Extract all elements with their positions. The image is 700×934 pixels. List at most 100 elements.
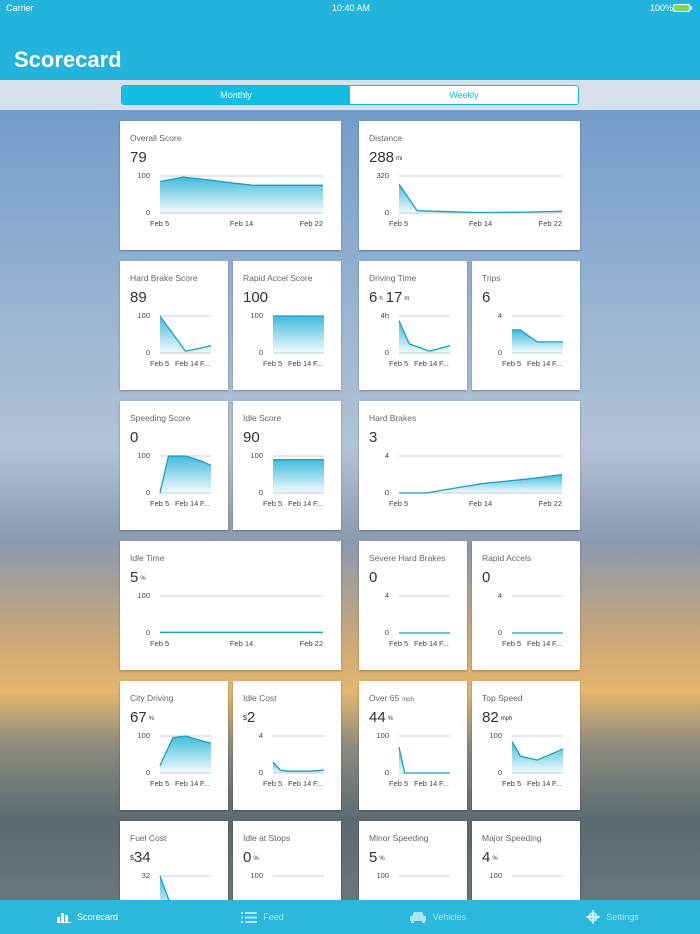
sparkline bbox=[512, 329, 563, 343]
card-value: 4% bbox=[482, 849, 498, 866]
sparkline bbox=[272, 761, 325, 772]
y-tick-label: 100 bbox=[376, 871, 389, 880]
card-title-text: Speeding Score bbox=[130, 413, 191, 423]
y-tick-label: 0 bbox=[385, 768, 389, 777]
card-value: 90 bbox=[243, 429, 260, 446]
sparkline-area bbox=[512, 329, 563, 353]
score-card: Hard Brake Score 89 0 100 Feb 5 Feb 14 F... bbox=[120, 261, 228, 390]
sparkline bbox=[398, 183, 563, 214]
tab-feed[interactable]: Feed bbox=[175, 900, 350, 934]
card-title: Fuel Cost bbox=[130, 833, 167, 843]
card-title: Overall Score bbox=[130, 133, 182, 143]
card-background bbox=[472, 541, 580, 670]
card-title-text: Hard Brakes bbox=[369, 413, 416, 423]
card-title: Idle Time bbox=[130, 553, 165, 563]
tab-label: Settings bbox=[606, 912, 639, 922]
y-tick-label: 100 bbox=[137, 171, 150, 180]
x-tick-label: F... bbox=[439, 639, 449, 648]
score-card: Idle Time 5 % 0 100 Feb 5 Feb 14 Feb 22 bbox=[120, 541, 341, 670]
card-value: 79 bbox=[130, 149, 147, 166]
card-background bbox=[359, 681, 467, 810]
tab-icon bbox=[409, 912, 426, 923]
nav-header: Scorecard bbox=[0, 0, 700, 80]
x-tick-label: Feb 14 bbox=[288, 499, 311, 508]
value-number: 288 bbox=[369, 149, 394, 166]
tab-label: Vehicles bbox=[432, 912, 467, 922]
x-tick-label: F... bbox=[552, 359, 562, 368]
score-card: Driving Time 6 h 17 m 0 4h Feb 5 Feb 14 F... bbox=[359, 261, 467, 390]
value-prefix: $ bbox=[130, 855, 134, 862]
tab-icon bbox=[56, 913, 71, 923]
x-tick-label: Feb 5 bbox=[389, 779, 408, 788]
x-tick-label: F... bbox=[200, 779, 210, 788]
card-title: Idle Cost bbox=[243, 693, 277, 703]
x-tick-label: Feb 5 bbox=[150, 499, 169, 508]
x-tick-label: F... bbox=[552, 639, 562, 648]
card-background bbox=[359, 121, 580, 250]
x-tick-label: Feb 5 bbox=[150, 639, 169, 648]
y-tick-label: 100 bbox=[376, 731, 389, 740]
card-background bbox=[120, 261, 228, 390]
card-title-text: Distance bbox=[369, 133, 402, 143]
y-tick-label: 100 bbox=[250, 451, 263, 460]
card-value: 0 bbox=[130, 429, 138, 446]
value-unit: % bbox=[149, 716, 155, 722]
card-title-text: Minor Speeding bbox=[369, 833, 429, 843]
y-tick-label: 100 bbox=[250, 311, 263, 320]
card-title-text: Over 65 bbox=[369, 693, 400, 703]
x-tick-label: F... bbox=[552, 779, 562, 788]
value-unit: mph bbox=[501, 716, 513, 722]
x-tick-label: Feb 14 bbox=[175, 499, 198, 508]
tab-icon bbox=[586, 910, 601, 924]
y-tick-label: 100 bbox=[489, 871, 502, 880]
x-tick-label: Feb 5 bbox=[150, 359, 169, 368]
card-background bbox=[120, 541, 341, 670]
x-tick-label: Feb 14 bbox=[414, 359, 437, 368]
sparkline bbox=[398, 320, 451, 352]
card-value: 89 bbox=[130, 289, 147, 306]
sparkline bbox=[159, 176, 323, 186]
value-unit: % bbox=[388, 716, 394, 722]
card-value: 0 bbox=[482, 569, 490, 586]
tab-vehicles[interactable]: Vehicles bbox=[350, 900, 525, 934]
x-tick-label: Feb 14 bbox=[288, 359, 311, 368]
value-number: 0 bbox=[130, 429, 138, 446]
tab-label: Feed bbox=[263, 912, 284, 922]
x-tick-label: F... bbox=[439, 779, 449, 788]
value-number: 5 bbox=[369, 849, 377, 866]
y-tick-label: 0 bbox=[498, 768, 502, 777]
x-tick-label: Feb 14 bbox=[527, 359, 550, 368]
x-tick-label: Feb 5 bbox=[150, 219, 169, 228]
score-card: Top Speed 82 mph 0 100 Feb 5 Feb 14 F... bbox=[472, 681, 580, 810]
card-value: 100 bbox=[243, 289, 268, 306]
sparkline-area bbox=[160, 736, 211, 773]
score-card: Distance 288 mi 0 320 Feb 5 Feb 14 Feb 22 bbox=[359, 121, 580, 250]
x-tick-label: Feb 5 bbox=[263, 359, 282, 368]
score-card: Idle Cost $2 0 4 Feb 5 Feb 14 F... bbox=[233, 681, 341, 810]
card-title: Rapid Accels bbox=[482, 553, 531, 563]
y-tick-label: 0 bbox=[385, 348, 389, 357]
x-tick-label: Feb 5 bbox=[389, 639, 408, 648]
segment-monthly[interactable]: Monthly bbox=[122, 86, 350, 104]
card-background bbox=[359, 541, 467, 670]
card-value: 82 mph bbox=[482, 709, 512, 726]
x-tick-label: Feb 5 bbox=[502, 779, 521, 788]
y-tick-label: 0 bbox=[498, 628, 502, 637]
card-title: Idle Score bbox=[243, 413, 282, 423]
value-number: 17 bbox=[386, 289, 403, 306]
y-tick-label: 100 bbox=[137, 731, 150, 740]
segment-weekly[interactable]: Weekly bbox=[449, 90, 479, 100]
y-tick-label: 100 bbox=[137, 591, 150, 600]
y-tick-label: 4h bbox=[381, 311, 389, 320]
x-tick-label: Feb 14 bbox=[469, 499, 492, 508]
tab-settings[interactable]: Settings bbox=[525, 900, 700, 934]
card-title: Distance bbox=[369, 133, 402, 143]
tab-scorecard[interactable]: Scorecard bbox=[0, 900, 175, 934]
x-tick-label: Feb 22 bbox=[539, 499, 562, 508]
sparkline-area bbox=[399, 474, 562, 493]
value-number: 100 bbox=[243, 289, 268, 306]
tab-bar: Scorecard Feed Vehicles Settings bbox=[0, 900, 700, 934]
x-tick-label: Feb 14 bbox=[414, 639, 437, 648]
